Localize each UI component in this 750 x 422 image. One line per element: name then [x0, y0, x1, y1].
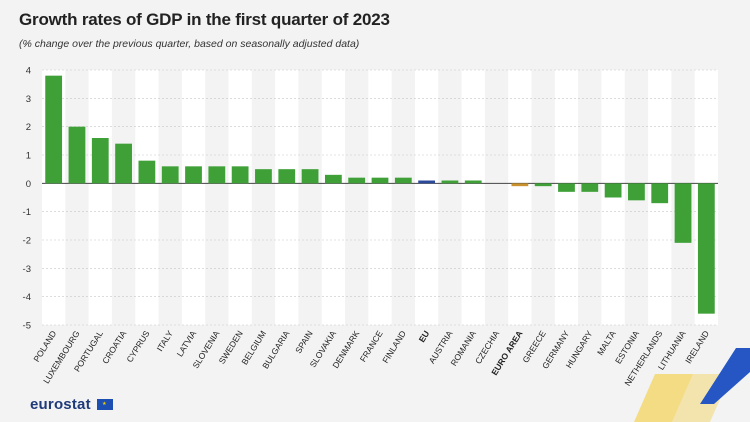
- column-band: [414, 70, 439, 325]
- column-band: [135, 70, 159, 325]
- bar-malta: [604, 183, 622, 198]
- bar-belgium: [255, 169, 272, 184]
- bar-poland: [45, 75, 63, 184]
- bars: [45, 75, 715, 314]
- y-axis-ticks: 4 3 2 1 0 -1 -2 -3 -4 -5: [23, 66, 31, 332]
- column-band: [88, 70, 112, 325]
- bar-finland: [394, 177, 412, 184]
- column-band: [461, 70, 485, 325]
- bar-netherlands: [651, 183, 669, 204]
- grid-lines: [42, 69, 718, 326]
- bar-sweden: [231, 166, 249, 184]
- y-tick-label: 0: [26, 179, 31, 190]
- column-band: [181, 70, 206, 325]
- y-tick-label: -1: [23, 207, 31, 218]
- bar-lithuania: [674, 183, 692, 243]
- bar-spain: [301, 169, 319, 184]
- bar-cyprus: [138, 160, 156, 184]
- bar-germany: [558, 183, 575, 192]
- column-band: [554, 70, 579, 325]
- y-tick-label: 2: [26, 122, 31, 133]
- y-tick-label: -3: [23, 264, 31, 275]
- column-band: [228, 70, 252, 325]
- column-band: [275, 70, 299, 325]
- bar-eu: [418, 180, 436, 184]
- column-band: [368, 70, 392, 325]
- chart-title: Growth rates of GDP in the first quarter…: [19, 10, 390, 29]
- bar-ireland: [697, 183, 715, 314]
- bar-slovenia: [208, 166, 226, 184]
- bar-latvia: [185, 166, 202, 184]
- bar-luxembourg: [68, 126, 86, 184]
- y-tick-label: -2: [23, 236, 31, 247]
- bar-denmark: [348, 177, 366, 184]
- bar-croatia: [115, 143, 132, 184]
- y-tick-label: -5: [23, 321, 31, 332]
- bar-greece: [534, 183, 552, 187]
- chart-subtitle: (% change over the previous quarter, bas…: [19, 38, 360, 50]
- bar-portugal: [91, 138, 109, 184]
- bar-slovakia: [324, 174, 342, 184]
- bar-hungary: [581, 183, 599, 192]
- eu-flag-icon: ★: [97, 398, 114, 410]
- column-bands: [42, 70, 718, 325]
- bar-estonia: [628, 183, 645, 201]
- column-band: [508, 70, 532, 325]
- y-tick-label: 3: [26, 94, 31, 105]
- bar-france: [371, 177, 389, 184]
- eurostat-logo-text: eurostat: [30, 396, 91, 413]
- bar-euro-area: [511, 183, 529, 187]
- y-tick-label: -4: [23, 292, 31, 303]
- bar-romania: [464, 180, 482, 184]
- eurostat-logo: eurostat ★: [30, 396, 114, 413]
- y-tick-label: 1: [26, 151, 31, 162]
- y-tick-label: 4: [26, 66, 31, 77]
- bar-austria: [441, 180, 459, 184]
- column-band: [321, 70, 346, 325]
- bar-italy: [161, 166, 179, 184]
- bar-bulgaria: [278, 169, 296, 184]
